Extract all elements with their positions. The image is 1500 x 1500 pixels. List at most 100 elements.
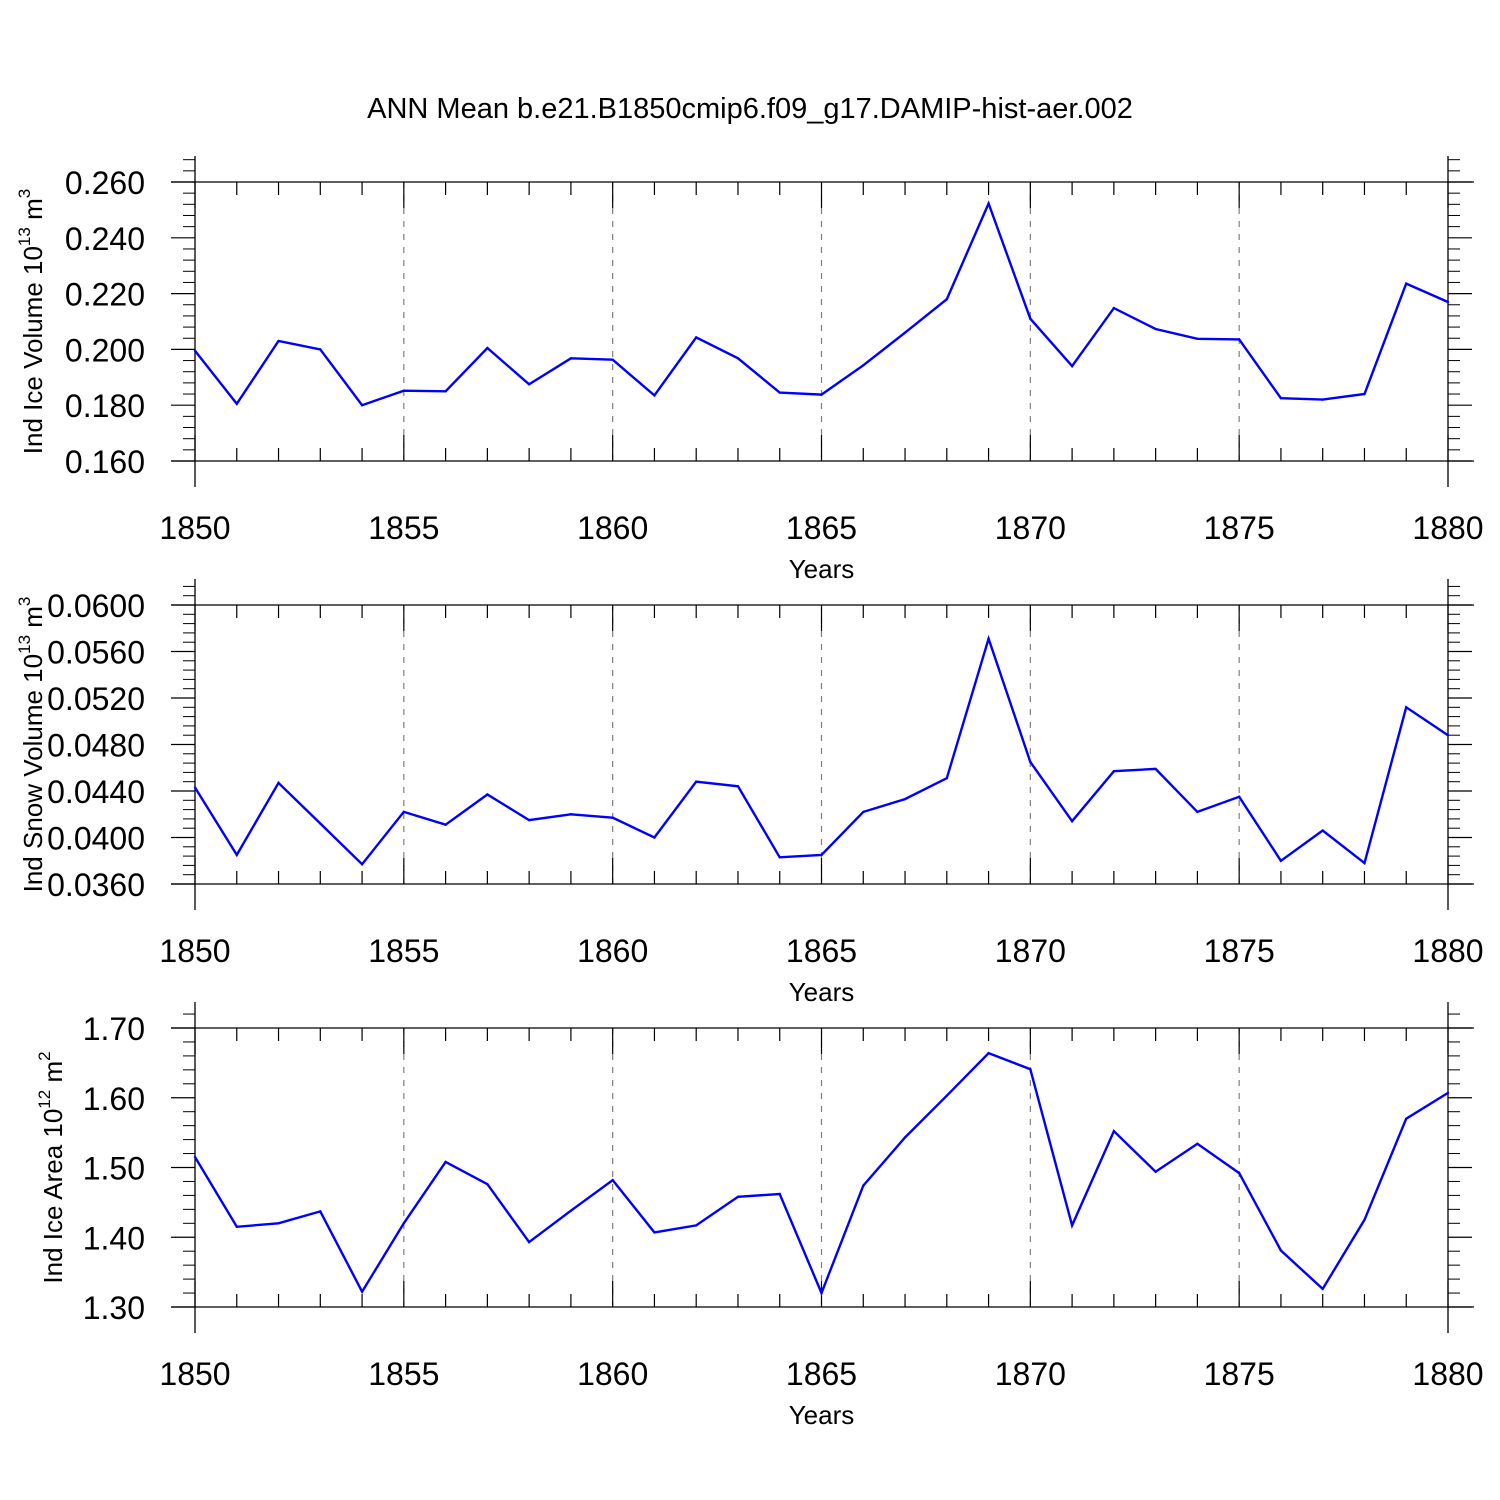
data-point (1154, 1170, 1157, 1173)
x-tick-label: 1860 (577, 510, 648, 546)
y-tick-label: 0.0400 (47, 821, 145, 857)
x-tick-label: 1875 (1204, 510, 1275, 546)
data-point (820, 393, 823, 396)
y-axis-title-unit-exponent: 3 (15, 189, 34, 198)
x-tick-label: 1855 (368, 510, 439, 546)
y-axis-title-unit: m (18, 198, 48, 227)
data-point (1196, 1142, 1199, 1145)
data-point (1279, 397, 1283, 400)
y-tick-label: 1.40 (83, 1220, 145, 1256)
y-axis-title-exponent: 12 (35, 1090, 54, 1109)
data-point (611, 358, 614, 361)
data-point (569, 813, 573, 816)
x-tick-label: 1850 (159, 933, 230, 969)
data-point (820, 853, 823, 857)
y-tick-label: 0.0600 (47, 588, 145, 624)
x-axis-title: Years (789, 1400, 855, 1430)
y-axis-title: Ind Ice Volume 1013 m3 (15, 189, 48, 454)
y-axis-title: Ind Ice Area 1012 m2 (35, 1051, 68, 1283)
data-point (653, 1231, 656, 1234)
y-tick-label: 1.50 (83, 1151, 145, 1187)
data-point (945, 777, 948, 780)
y-axis-title-unit: m (18, 606, 48, 635)
data-point (1029, 1067, 1032, 1071)
data-point (862, 364, 865, 367)
data-point (903, 331, 907, 334)
data-point (736, 1195, 740, 1198)
data-point (903, 1136, 907, 1139)
data-point (695, 336, 698, 339)
data-point (486, 793, 489, 796)
data-point (235, 853, 238, 857)
data-point (277, 339, 280, 343)
x-tick-label: 1875 (1204, 933, 1275, 969)
data-point (235, 1225, 238, 1228)
y-axis-title-text: Ind Ice Area 10 (38, 1109, 68, 1284)
data-point (1237, 795, 1241, 799)
x-tick-label: 1865 (786, 933, 857, 969)
data-point (1363, 1218, 1366, 1222)
data-point (235, 402, 238, 406)
y-axis-title-unit: m (38, 1061, 68, 1090)
data-point (653, 836, 656, 839)
x-tick-label: 1870 (995, 933, 1066, 969)
y-tick-label: 1.60 (83, 1081, 145, 1117)
data-point (1154, 327, 1157, 331)
data-point (736, 785, 740, 788)
x-tick-label: 1865 (786, 1356, 857, 1392)
x-tick-label: 1850 (159, 510, 230, 546)
y-axis-title-text: Ind Snow Volume 10 (18, 654, 48, 893)
data-point (778, 856, 781, 859)
x-tick-label: 1875 (1204, 1356, 1275, 1392)
data-point (319, 348, 322, 351)
data-point (1363, 392, 1366, 396)
x-tick-label: 1850 (159, 1356, 230, 1392)
y-tick-label: 0.220 (65, 277, 145, 313)
data-point (987, 1051, 990, 1055)
y-axis-title-unit-exponent: 3 (15, 597, 34, 606)
y-tick-label: 0.260 (65, 165, 145, 201)
data-point (193, 1155, 197, 1159)
data-point (611, 816, 614, 819)
data-point (569, 357, 573, 360)
data-point (945, 297, 948, 301)
y-tick-label: 0.240 (65, 221, 145, 257)
data-point (1196, 810, 1199, 814)
data-point (1070, 1224, 1074, 1227)
data-point (527, 383, 531, 386)
y-axis-title-unit-exponent: 2 (35, 1051, 54, 1060)
panel-ice-area: 1850 1855 1860 1865 1870 1875 1880 Years 1.30 1.4… (35, 1002, 1484, 1430)
data-point (1070, 364, 1074, 368)
data-point (778, 1192, 781, 1196)
y-tick-label: 0.0520 (47, 681, 145, 717)
data-point (360, 404, 364, 407)
data-point (486, 1183, 489, 1186)
data-point (1446, 1091, 1450, 1095)
x-tick-label: 1860 (577, 1356, 648, 1392)
data-point (319, 1210, 322, 1213)
data-point (695, 1224, 698, 1227)
data-point (1279, 859, 1283, 862)
panel-snow-volume: 1850 1855 1860 1865 1870 1875 1880 Years 0.0360 0… (15, 579, 1484, 1007)
data-point (1321, 829, 1324, 832)
y-axis-title: Ind Snow Volume 1013 m3 (15, 597, 48, 893)
x-tick-label: 1855 (368, 933, 439, 969)
y-tick-label: 0.0480 (47, 728, 145, 764)
x-axis-title: Years (789, 977, 855, 1007)
data-point (444, 390, 447, 393)
y-tick-label: 0.0440 (47, 774, 145, 810)
data-point (527, 1240, 531, 1244)
data-point (945, 1094, 948, 1097)
data-point (1237, 338, 1241, 341)
x-tick-label: 1860 (577, 933, 648, 969)
y-tick-label: 1.30 (83, 1290, 145, 1326)
data-point (277, 1222, 280, 1225)
data-point (820, 1291, 823, 1295)
data-point (653, 394, 656, 397)
data-point (1112, 1130, 1116, 1133)
data-point (360, 1290, 364, 1293)
data-point (1279, 1249, 1283, 1252)
x-tick-label: 1865 (786, 510, 857, 546)
y-tick-label: 0.0360 (47, 867, 145, 903)
